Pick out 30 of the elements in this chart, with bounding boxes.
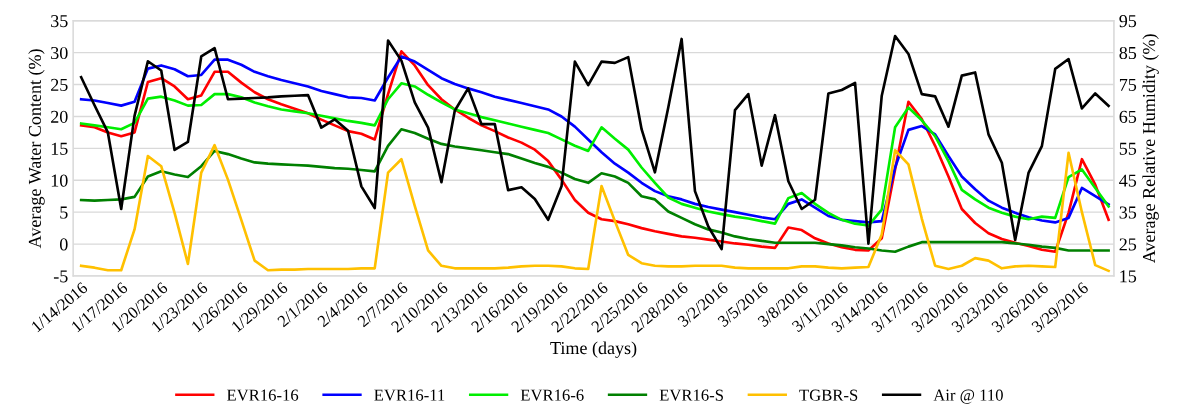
y2-tick-label: 35 — [1119, 206, 1137, 219]
y2-tick-label: 15 — [1120, 270, 1137, 283]
legend-label: EVR16-16 — [226, 389, 299, 401]
legend-label: EVR16-11 — [374, 389, 445, 401]
y-tick-label: 35 — [51, 15, 68, 28]
y-tick-label: 25 — [51, 78, 68, 91]
y-tick-label: 30 — [51, 46, 68, 60]
legend-label: EVR16-S — [659, 389, 723, 401]
y-tick-label: -5 — [53, 270, 68, 283]
line-series — [79, 143, 1110, 273]
y2-tick-label: 85 — [1119, 46, 1137, 60]
y-tick-label: 0 — [59, 238, 68, 251]
legend-label: Air @ 110 — [933, 389, 1003, 404]
y-tick-label: 20 — [51, 110, 68, 123]
y2-tick-label: 95 — [1119, 15, 1137, 28]
legend-label: EVR16-6 — [520, 389, 584, 401]
y-tick-label: 5 — [60, 206, 68, 219]
y2-tick-label: 75 — [1119, 79, 1137, 91]
y2-tick-label: 25 — [1119, 238, 1137, 251]
line-series — [79, 127, 1110, 254]
y-tick-label: 10 — [51, 174, 68, 187]
y-axis-title: Average Water Content (%) — [28, 49, 45, 249]
y2-tick-label: 55 — [1119, 142, 1137, 155]
y-tick-label: 15 — [51, 142, 68, 155]
y2-tick-label: 45 — [1119, 174, 1137, 187]
line-series — [79, 81, 1110, 227]
y2-tick-label: 65 — [1119, 110, 1137, 123]
y2-axis-title: Average Relative Humidity (%) — [1142, 34, 1159, 264]
x-axis-title: Time (days) — [550, 341, 637, 358]
legend-label: TGBR-S — [799, 389, 858, 401]
